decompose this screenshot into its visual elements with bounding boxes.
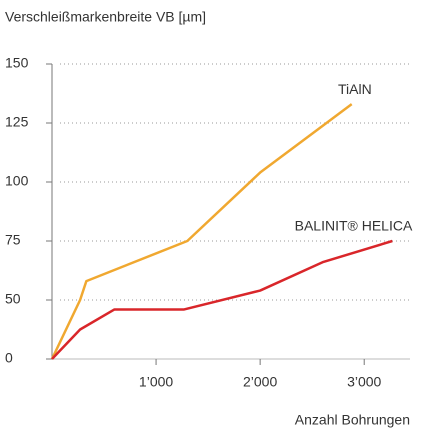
y-tick-label: 75 (5, 232, 21, 248)
x-tick-label: 2’000 (243, 374, 277, 390)
series-label: BALINIT® HELICA (295, 218, 413, 234)
y-axis-label: Verschleißmarkenbreite VB [µm] (5, 9, 206, 25)
y-tick-label: 0 (5, 350, 13, 366)
y-tick-label: 125 (5, 114, 29, 130)
x-axis-label: Anzahl Bohrungen (295, 412, 410, 428)
y-tick-label: 50 (5, 291, 21, 307)
series-line (51, 239, 393, 360)
y-tick-label: 100 (5, 173, 29, 189)
x-tick-label: 3’000 (347, 374, 381, 390)
series-label: TiAlN (338, 81, 372, 97)
x-tick-label: 1’000 (139, 374, 173, 390)
y-tick-label: 150 (5, 55, 29, 71)
series-line (50, 103, 353, 360)
